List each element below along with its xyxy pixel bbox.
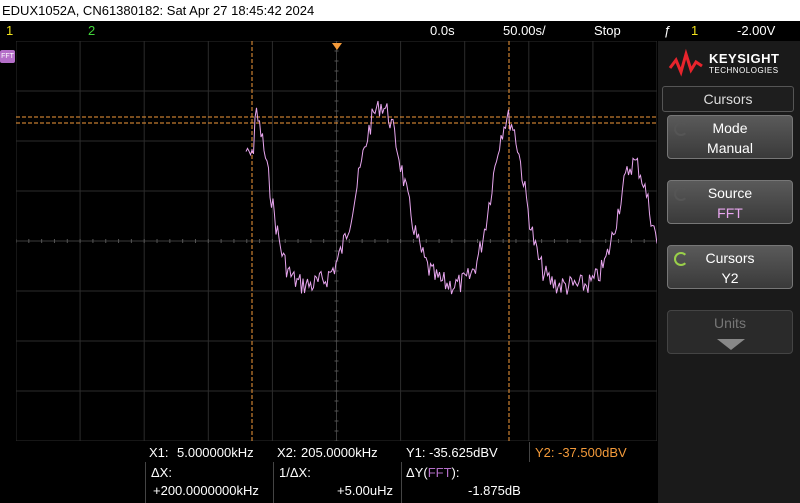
x2-label: X2: [277, 445, 297, 460]
channel-1-indicator[interactable]: 1 [6, 23, 14, 38]
side-strip [0, 41, 16, 441]
waveform-svg [15, 40, 658, 442]
readout-separator [529, 442, 530, 462]
trigger-level: -2.00V [737, 23, 776, 38]
source-softkey[interactable]: Source FFT [667, 180, 793, 224]
y2-value: -37.500dBV [558, 445, 627, 460]
cursor-readout: X1: 5.000000kHz X2: 205.0000kHz Y1: -35.… [0, 441, 657, 503]
time-delay: 0.0s [430, 23, 455, 38]
rotate-knob-icon [674, 122, 688, 136]
cursors-label: Cursors [705, 250, 755, 266]
mode-softkey[interactable]: Mode Manual [667, 115, 793, 159]
delta-x-value: +200.0000000kHz [153, 483, 259, 498]
mode-value: Manual [707, 140, 753, 156]
keysight-logo-icon [668, 48, 703, 77]
channel-2-indicator[interactable]: 2 [88, 23, 96, 38]
trigger-icon: ƒ [664, 23, 672, 38]
x1-label: X1: [149, 445, 169, 460]
inv-delta-x-label: 1/ΔX: [279, 465, 311, 480]
rotate-knob-icon [674, 187, 688, 201]
delta-x-label: ΔX: [151, 465, 172, 480]
mode-label: Mode [712, 120, 748, 136]
y1-label: Y1: [406, 445, 426, 460]
brand-sub: TECHNOLOGIES [709, 66, 779, 75]
brand-name: KEYSIGHT [709, 51, 780, 66]
units-label: Units [714, 315, 746, 331]
status-bar: 1 2 0.0s 50.00s/ Stop ƒ 1 -2.00V [0, 21, 800, 41]
units-softkey[interactable]: Units [667, 310, 793, 354]
fft-channel-tag[interactable]: FFT [0, 50, 15, 63]
inv-delta-x-value: +5.00uHz [337, 483, 394, 498]
y1-value: -35.625dBV [429, 445, 498, 460]
source-label: Source [707, 185, 753, 201]
readout-separator [145, 462, 146, 503]
waveform-display[interactable] [15, 40, 658, 442]
chevron-down-icon [717, 339, 745, 350]
x2-value: 205.0000kHz [301, 445, 378, 460]
readout-separator [273, 462, 274, 503]
cursors-softkey[interactable]: Cursors Y2 [667, 245, 793, 289]
delta-y-label: ΔY(FFT): [406, 465, 460, 480]
source-value: FFT [717, 205, 743, 221]
graticule [15, 40, 658, 442]
time-scale: 50.00s/ [503, 23, 546, 38]
fft-trace [245, 100, 658, 295]
readout-separator [401, 462, 402, 503]
x1-value: 5.000000kHz [177, 445, 254, 460]
menu-title: Cursors [662, 86, 794, 112]
delta-y-value: -1.875dB [468, 483, 521, 498]
title-bar: EDUX1052A, CN61380182: Sat Apr 27 18:45:… [0, 0, 800, 21]
trigger-channel: 1 [691, 23, 699, 38]
cursors-value: Y2 [721, 270, 739, 286]
rotate-knob-active-icon [674, 252, 688, 266]
trigger-position-marker [332, 43, 342, 50]
y2-label: Y2: [535, 445, 555, 460]
run-state: Stop [594, 23, 621, 38]
